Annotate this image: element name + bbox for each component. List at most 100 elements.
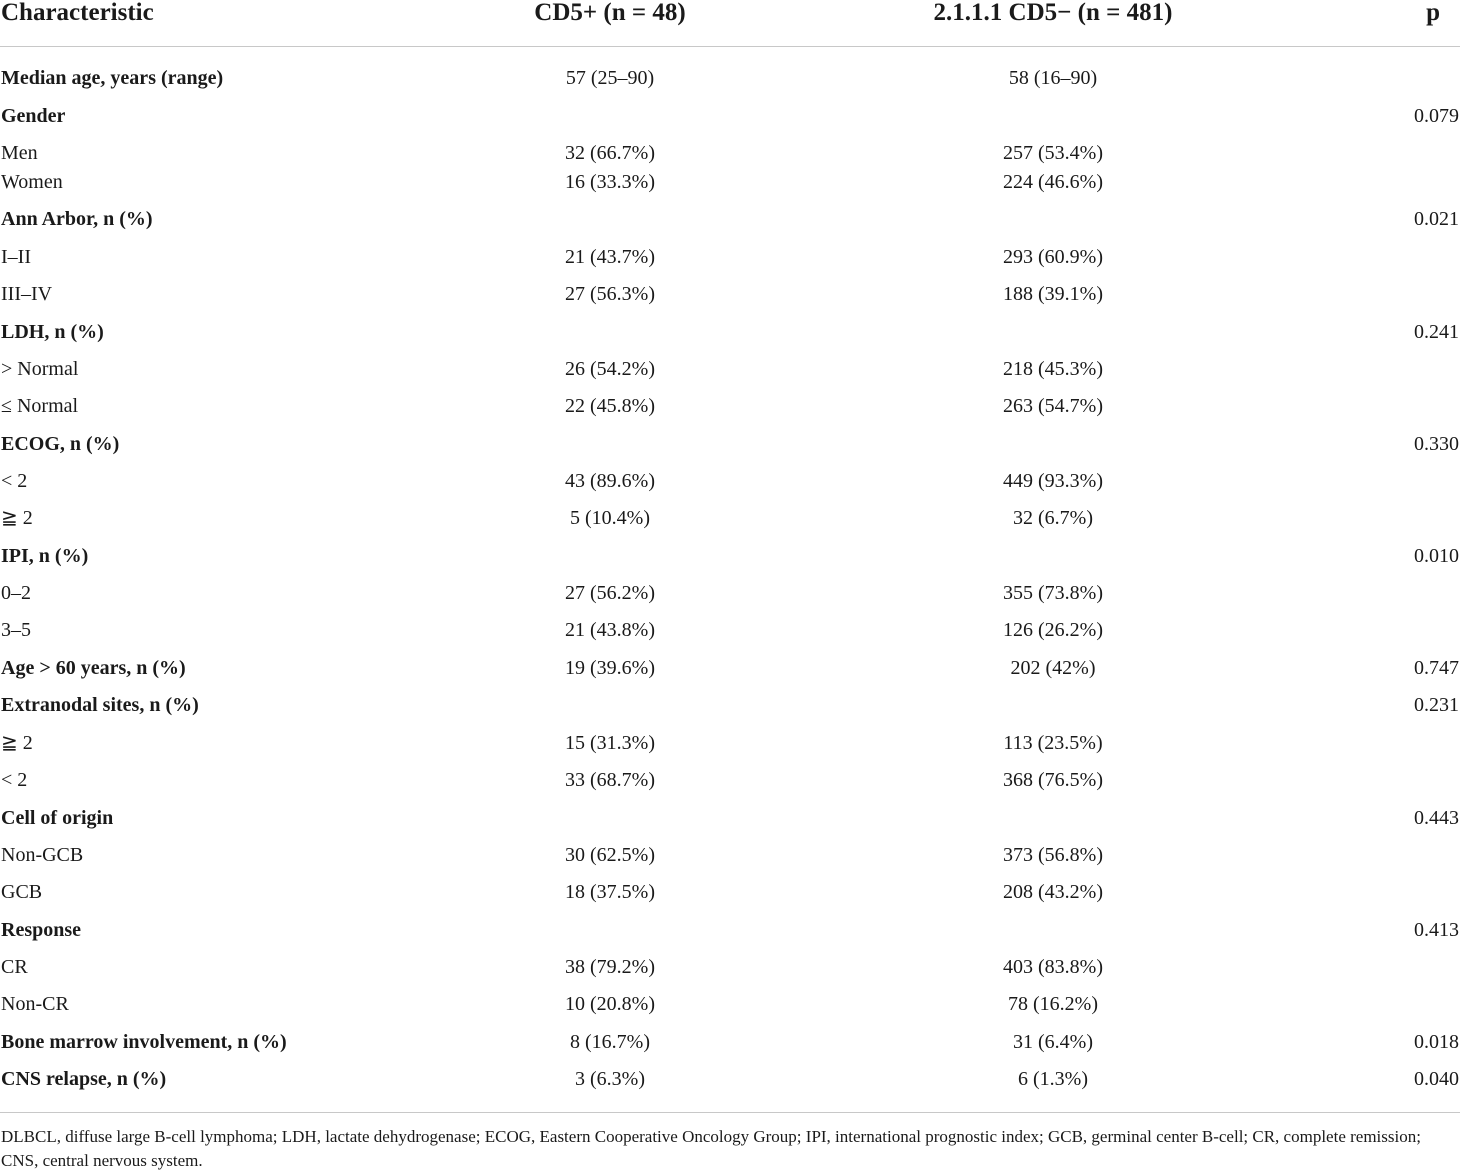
table-row: Median age, years (range) 57 (25–90) 58 (1… — [0, 63, 1460, 93]
table-row: 0–2 27 (56.2%) 355 (73.8%) — [0, 578, 1460, 608]
cd5-positive-value: 10 (20.8%) — [565, 993, 655, 1015]
row-label: LDH, n (%) — [1, 321, 104, 343]
row-label: Non-GCB — [1, 844, 84, 866]
row-label: ≤ Normal — [1, 395, 79, 417]
cd5-positive-value: 27 (56.2%) — [565, 582, 655, 604]
table-row: I–II 21 (43.7%) 293 (60.9%) — [0, 242, 1460, 272]
cd5-negative-value: 224 (46.6%) — [1003, 171, 1103, 193]
cd5-positive-value: 57 (25–90) — [565, 67, 655, 89]
row-label: Gender — [1, 105, 66, 127]
p-value: 0.443 — [1414, 807, 1459, 829]
p-value: 0.747 — [1414, 657, 1459, 679]
table-row: Cell of origin 0.443 — [0, 803, 1460, 833]
cd5-positive-value: 5 (10.4%) — [570, 507, 650, 529]
cd5-negative-value: 257 (53.4%) — [1003, 142, 1103, 164]
cd5-negative-value: 368 (76.5%) — [1003, 769, 1103, 791]
table-row: < 2 43 (89.6%) 449 (93.3%) — [0, 466, 1460, 496]
table-row: CR 38 (79.2%) 403 (83.8%) — [0, 952, 1460, 982]
row-label: ≧ 2 — [1, 507, 33, 529]
footnote-text: DLBCL, diffuse large B-cell lymphoma; LD… — [1, 1127, 1421, 1170]
table-row: 3–5 21 (43.8%) 126 (26.2%) — [0, 615, 1460, 645]
p-value: 0.413 — [1414, 919, 1459, 941]
table-row: Response 0.413 — [0, 915, 1460, 945]
cd5-negative-value: 78 (16.2%) — [1008, 993, 1098, 1015]
row-label: < 2 — [1, 470, 28, 492]
p-value: 0.231 — [1414, 694, 1459, 716]
header-characteristic: Characteristic — [1, 0, 154, 26]
table-row: Age > 60 years, n (%) 19 (39.6%) 202 (42%)… — [0, 653, 1460, 683]
row-label: Ann Arbor, n (%) — [1, 208, 153, 230]
cd5-positive-value: 27 (56.3%) — [565, 283, 655, 305]
cd5-positive-value: 21 (43.8%) — [565, 619, 655, 641]
cd5-negative-value: 126 (26.2%) — [1003, 619, 1103, 641]
table-row: Non-GCB 30 (62.5%) 373 (56.8%) — [0, 840, 1460, 870]
table-row: CNS relapse, n (%) 3 (6.3%) 6 (1.3%) 0.040 — [0, 1064, 1460, 1094]
table-row: Ann Arbor, n (%) 0.021 — [0, 204, 1460, 234]
p-value: 0.040 — [1414, 1068, 1459, 1090]
row-label: ECOG, n (%) — [1, 433, 120, 455]
cd5-negative-value: 202 (42%) — [1010, 657, 1096, 679]
row-label: Response — [1, 919, 82, 941]
cd5-negative-value: 263 (54.7%) — [1003, 395, 1103, 417]
cd5-negative-value: 449 (93.3%) — [1003, 470, 1103, 492]
cd5-positive-value: 19 (39.6%) — [565, 657, 655, 679]
row-label: GCB — [1, 881, 43, 903]
row-label: < 2 — [1, 769, 28, 791]
row-label: 0–2 — [1, 582, 31, 604]
cd5-positive-value: 15 (31.3%) — [565, 732, 655, 754]
row-label: Women — [1, 171, 63, 193]
table-row: ≧ 2 5 (10.4%) 32 (6.7%) — [0, 503, 1460, 533]
table-row: LDH, n (%) 0.241 — [0, 317, 1460, 347]
table-row: Gender 0.079 — [0, 101, 1460, 131]
row-label: Age > 60 years, n (%) — [1, 657, 186, 679]
p-value: 0.018 — [1414, 1031, 1459, 1053]
cd5-positive-value: 16 (33.3%) — [565, 171, 655, 193]
row-label: IPI, n (%) — [1, 545, 89, 567]
header-cd5-positive: CD5+ (n = 48) — [534, 0, 686, 26]
header-p-value: p — [1426, 0, 1440, 26]
table-row: Extranodal sites, n (%) 0.231 — [0, 690, 1460, 720]
cd5-negative-value: 6 (1.3%) — [1018, 1068, 1088, 1090]
cd5-negative-value: 31 (6.4%) — [1013, 1031, 1093, 1053]
table-header: Characteristic CD5+ (n = 48) 2.1.1.1 CD5… — [0, 0, 1460, 47]
p-value: 0.241 — [1414, 321, 1459, 343]
row-label: ≧ 2 — [1, 732, 33, 754]
p-value: 0.010 — [1414, 545, 1459, 567]
cd5-positive-value: 3 (6.3%) — [575, 1068, 645, 1090]
header-cd5-negative: 2.1.1.1 CD5− (n = 481) — [933, 0, 1173, 26]
row-label: CNS relapse, n (%) — [1, 1068, 167, 1090]
row-label: Bone marrow involvement, n (%) — [1, 1031, 287, 1053]
cd5-negative-value: 32 (6.7%) — [1013, 507, 1093, 529]
row-label: 3–5 — [1, 619, 31, 641]
cd5-positive-value: 22 (45.8%) — [565, 395, 655, 417]
cd5-negative-value: 403 (83.8%) — [1003, 956, 1103, 978]
cd5-positive-value: 38 (79.2%) — [565, 956, 655, 978]
row-label: Men — [1, 142, 38, 164]
row-label: I–II — [1, 246, 31, 268]
cd5-positive-value: 18 (37.5%) — [565, 881, 655, 903]
row-label: Non-CR — [1, 993, 69, 1015]
table-row: Men 32 (66.7%) 257 (53.4%) — [0, 138, 1460, 168]
cd5-negative-value: 373 (56.8%) — [1003, 844, 1103, 866]
row-label: Median age, years (range) — [1, 67, 224, 89]
cd5-positive-value: 33 (68.7%) — [565, 769, 655, 791]
row-label: Extranodal sites, n (%) — [1, 694, 199, 716]
p-value: 0.021 — [1414, 208, 1459, 230]
cd5-negative-value: 58 (16–90) — [1008, 67, 1098, 89]
table-row: > Normal 26 (54.2%) 218 (45.3%) — [0, 354, 1460, 384]
table-row: Non-CR 10 (20.8%) 78 (16.2%) — [0, 989, 1460, 1019]
table-row: ECOG, n (%) 0.330 — [0, 429, 1460, 459]
p-value: 0.330 — [1414, 433, 1459, 455]
table-row: < 2 33 (68.7%) 368 (76.5%) — [0, 765, 1460, 795]
cd5-negative-value: 188 (39.1%) — [1003, 283, 1103, 305]
table-row: Bone marrow involvement, n (%) 8 (16.7%) 3… — [0, 1027, 1460, 1057]
row-label: > Normal — [1, 358, 79, 380]
cd5-positive-value: 26 (54.2%) — [565, 358, 655, 380]
table-row: ≧ 2 15 (31.3%) 113 (23.5%) — [0, 728, 1460, 758]
cd5-positive-value: 43 (89.6%) — [565, 470, 655, 492]
cd5-positive-value: 30 (62.5%) — [565, 844, 655, 866]
cd5-positive-value: 8 (16.7%) — [570, 1031, 650, 1053]
row-label: III–IV — [1, 283, 53, 305]
cd5-negative-value: 355 (73.8%) — [1003, 582, 1103, 604]
cd5-negative-value: 293 (60.9%) — [1003, 246, 1103, 268]
